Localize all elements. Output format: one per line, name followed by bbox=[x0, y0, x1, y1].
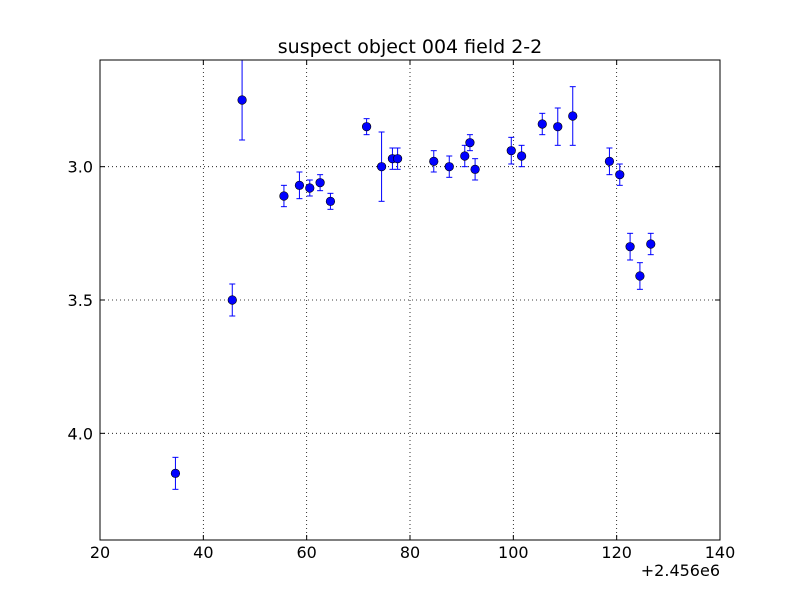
x-tick-label: 60 bbox=[296, 543, 316, 562]
data-point bbox=[625, 242, 635, 252]
x-tick-label: 100 bbox=[498, 543, 529, 562]
data-point bbox=[516, 151, 527, 161]
data-point bbox=[315, 178, 325, 188]
chart-title: suspect object 004 field 2-2 bbox=[278, 36, 543, 58]
x-tick-label: 20 bbox=[90, 543, 110, 562]
data-point bbox=[537, 119, 547, 129]
data-point bbox=[444, 162, 454, 172]
data-point bbox=[646, 239, 656, 249]
x-tick-label: 140 bbox=[705, 543, 736, 562]
x-tick-label: 120 bbox=[601, 543, 632, 562]
data-point bbox=[553, 122, 563, 132]
data-point bbox=[615, 170, 625, 180]
y-tick-label: 4.0 bbox=[68, 424, 93, 443]
data-series bbox=[170, 59, 656, 490]
data-point bbox=[568, 111, 578, 121]
data-point bbox=[279, 191, 289, 201]
data-point bbox=[393, 154, 403, 164]
data-point bbox=[470, 164, 480, 174]
grid-lines bbox=[100, 60, 720, 540]
data-point bbox=[227, 295, 237, 305]
axis-ticks: 20 40 60 80 100 120 140 3.0 3.5 4.0 bbox=[68, 60, 736, 562]
data-point bbox=[465, 138, 475, 148]
data-point bbox=[362, 122, 372, 132]
data-point bbox=[294, 180, 305, 190]
x-axis-offset-label: +2.456e6 bbox=[641, 561, 720, 580]
x-tick-label: 40 bbox=[193, 543, 213, 562]
data-point bbox=[429, 156, 439, 166]
data-point bbox=[635, 271, 645, 281]
data-point bbox=[604, 156, 615, 166]
data-point bbox=[325, 196, 336, 206]
data-point bbox=[376, 162, 387, 172]
data-point bbox=[305, 183, 315, 193]
data-point bbox=[506, 146, 516, 156]
data-point bbox=[460, 151, 470, 161]
x-tick-label: 80 bbox=[400, 543, 420, 562]
data-point bbox=[237, 95, 247, 105]
y-tick-label: 3.0 bbox=[68, 158, 93, 177]
data-point bbox=[170, 468, 181, 478]
y-tick-label: 3.5 bbox=[68, 291, 93, 310]
